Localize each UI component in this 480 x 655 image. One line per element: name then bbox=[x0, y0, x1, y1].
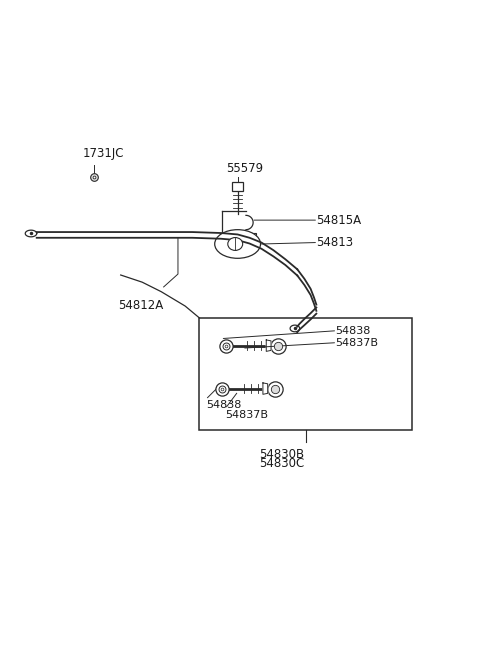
Text: 1731JC: 1731JC bbox=[83, 147, 124, 160]
Polygon shape bbox=[263, 383, 268, 394]
Text: 54838: 54838 bbox=[206, 400, 242, 410]
Bar bbox=[232, 183, 243, 191]
Text: 54838: 54838 bbox=[336, 326, 371, 336]
Text: 54837B: 54837B bbox=[226, 409, 269, 420]
Text: 54830B: 54830B bbox=[259, 448, 304, 460]
Bar bbox=[220, 233, 255, 241]
Polygon shape bbox=[266, 340, 271, 351]
Text: 54837B: 54837B bbox=[336, 338, 378, 348]
Ellipse shape bbox=[215, 230, 261, 258]
Bar bbox=[199, 318, 412, 430]
Text: 54815A: 54815A bbox=[316, 214, 361, 227]
Ellipse shape bbox=[228, 238, 243, 250]
Text: 54830C: 54830C bbox=[259, 457, 304, 470]
Text: 54813: 54813 bbox=[316, 236, 353, 249]
Text: 55579: 55579 bbox=[226, 162, 263, 175]
Text: 54812A: 54812A bbox=[118, 299, 164, 312]
